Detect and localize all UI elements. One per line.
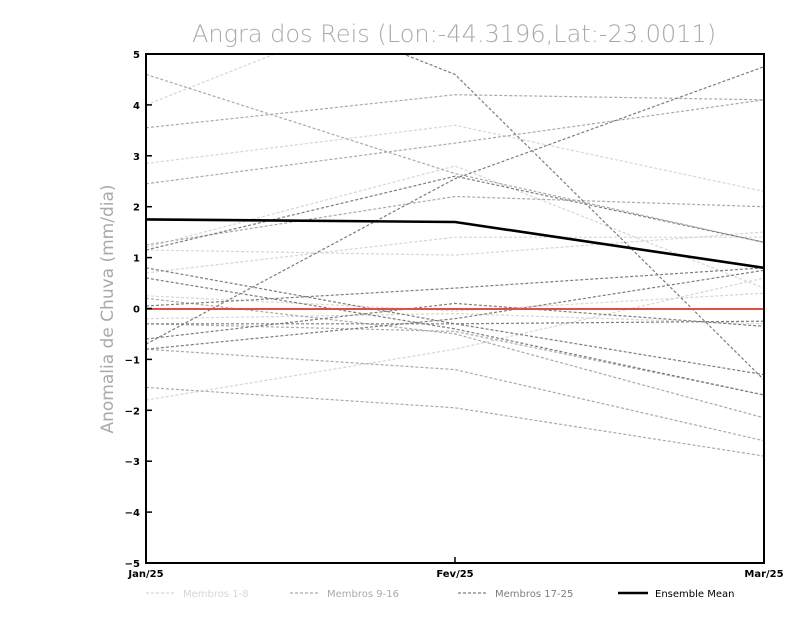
y-tick-label: 2 [133,203,140,214]
member-series-line [146,124,764,192]
member-series-line [146,66,764,345]
member-series-line [146,73,764,243]
x-axis-ticks: Jan/25 Fev/25 Mar/25 [127,557,784,580]
member-series-line [146,94,764,129]
member-series-line [146,277,764,401]
member-series-line [146,99,764,185]
series-layer [146,54,764,457]
y-tick-label: 5 [133,50,140,61]
y-tick-label: 4 [133,101,140,112]
y-axis-ticks: −5 −4 −3 −2 −1 0 1 2 3 4 5 [125,50,152,570]
y-tick-label: −3 [125,457,140,468]
legend-label: Membros 17-25 [495,589,573,600]
member-series-line [146,267,764,307]
member-series-line [146,386,764,457]
member-series-line [146,54,277,106]
y-axis-label: Anomalia de Chuva (mm/dia) [98,184,118,433]
y-tick-label: −4 [125,508,140,519]
legend-label: Membros 1-8 [183,589,249,600]
y-tick-label: 0 [133,305,140,316]
member-series-line [146,269,764,350]
member-series-line [146,277,764,396]
member-series-line [146,175,764,251]
member-series-line [146,297,764,419]
member-series-line [146,236,764,274]
y-tick-label: 3 [133,152,140,163]
x-tick-label: Mar/25 [744,569,783,580]
y-tick-label: 1 [133,254,140,265]
member-series-line [146,165,764,289]
ensemble-mean-layer [146,218,764,270]
member-series-line [146,312,764,325]
legend-label: Ensemble Mean [655,589,734,600]
member-series-line [401,54,764,381]
member-series-line [146,231,764,256]
chart-title: Angra dos Reis (Lon:-44.3196,Lat:-23.001… [192,20,716,48]
legend: Membros 1-8 Membros 9-16 Membros 17-25 Ense… [146,589,734,600]
y-tick-label: −1 [125,355,140,366]
member-series-line [146,302,764,340]
member-series-line [146,195,764,246]
y-tick-label: −5 [125,559,140,570]
x-tick-label: Jan/25 [127,569,163,580]
member-series-line [146,348,764,442]
y-tick-label: −2 [125,406,140,417]
ensemble-mean-line [146,218,764,270]
member-series-line [146,292,764,312]
member-series-line [146,267,764,376]
x-tick-label: Fev/25 [436,569,473,580]
legend-label: Membros 9-16 [327,589,399,600]
member-series-line [146,320,764,325]
